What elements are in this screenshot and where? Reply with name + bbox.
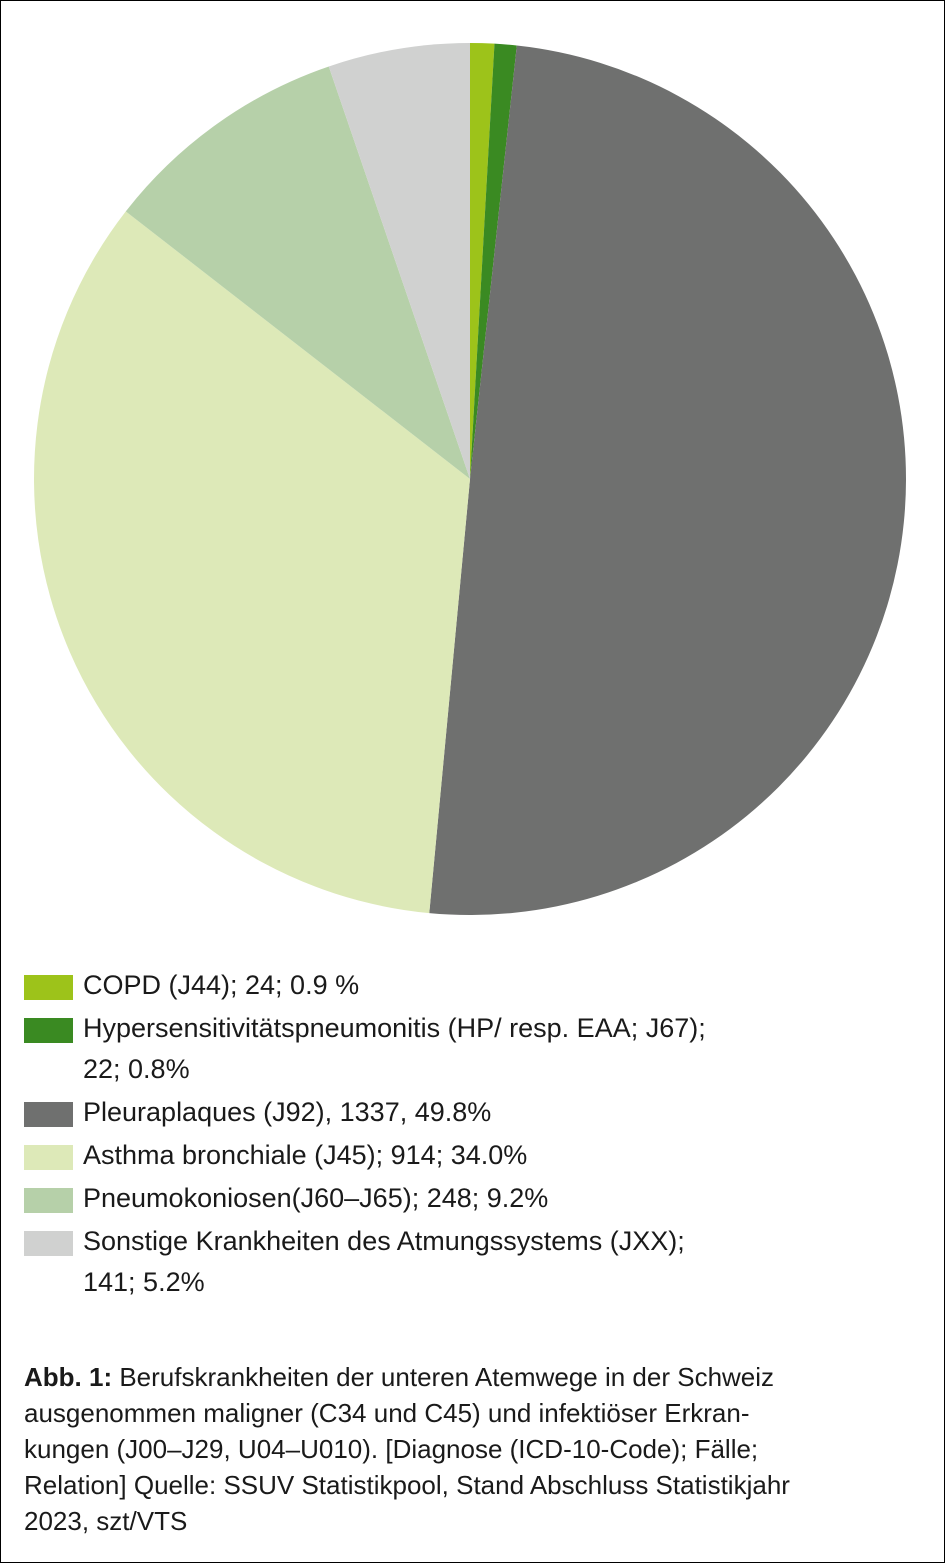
legend-swatch xyxy=(24,1102,73,1127)
pie-slice xyxy=(429,45,907,916)
legend-item: Pleuraplaques (J92), 1337, 49.8% xyxy=(24,1097,924,1133)
legend-item: Pneumokoniosen(J60–J65); 248; 9.2% xyxy=(24,1183,924,1219)
legend-label: Asthma bronchiale (J45); 914; 34.0% xyxy=(83,1140,528,1170)
legend-swatch xyxy=(24,1231,73,1256)
legend-swatch xyxy=(24,1018,73,1043)
pie-slice xyxy=(125,66,470,479)
caption: Abb. 1: Berufskrankheiten der unteren At… xyxy=(24,1359,924,1539)
legend-label: COPD (J44); 24; 0.9 % xyxy=(83,970,360,1000)
caption-label: Abb. 1: xyxy=(24,1362,113,1392)
legend-item: Sonstige Krankheiten des Atmungssystems … xyxy=(24,1226,924,1303)
legend-label: Hypersensitivitätspneumonitis (HP/ resp.… xyxy=(83,1013,706,1084)
chart xyxy=(33,43,907,916)
legend-item: Asthma bronchiale (J45); 914; 34.0% xyxy=(24,1140,924,1176)
legend-label: Sonstige Krankheiten des Atmungssystems … xyxy=(83,1226,685,1297)
legend: COPD (J44); 24; 0.9 % Hypersensitivitätsp… xyxy=(24,970,924,1311)
legend-item: COPD (J44); 24; 0.9 % xyxy=(24,970,924,1006)
pie-slice xyxy=(33,211,471,914)
legend-swatch xyxy=(24,975,73,1000)
legend-item: Hypersensitivitätspneumonitis (HP/ resp.… xyxy=(24,1013,924,1090)
legend-label: Pleuraplaques (J92), 1337, 49.8% xyxy=(83,1097,492,1127)
legend-swatch xyxy=(24,1188,73,1213)
caption-text: Berufskrankheiten der unteren Atemwege i… xyxy=(24,1362,790,1536)
legend-label: Pneumokoniosen(J60–J65); 248; 9.2% xyxy=(83,1183,549,1213)
pie-slice xyxy=(470,43,517,480)
pie-slice xyxy=(328,43,470,479)
legend-swatch xyxy=(24,1145,73,1170)
pie-slice xyxy=(470,43,495,479)
